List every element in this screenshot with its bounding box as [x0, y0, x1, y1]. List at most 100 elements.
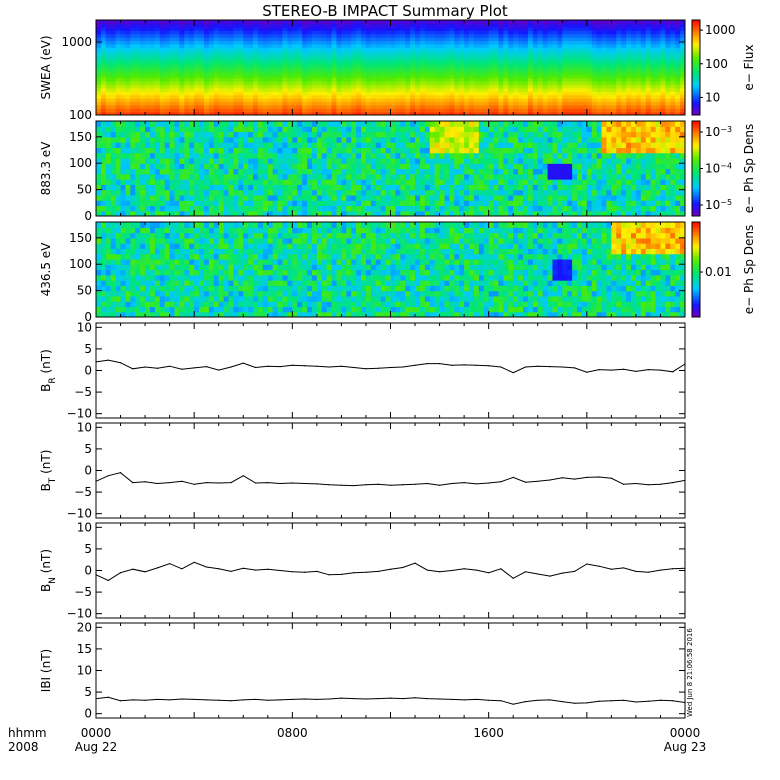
- spectrogram-cell: [508, 77, 514, 82]
- spectrogram-cell: [228, 91, 235, 96]
- spectrogram-cell: [96, 57, 102, 62]
- spectrogram-cell: [169, 173, 176, 180]
- spectrogram-cell: [439, 98, 446, 103]
- spectrogram-cell: [243, 126, 249, 133]
- spectrogram-cell: [567, 33, 573, 38]
- spectrogram-cell: [493, 30, 500, 35]
- spectrogram-cell: [184, 43, 190, 48]
- spectrogram-cell: [96, 98, 102, 103]
- spectrogram-cell: [419, 60, 426, 65]
- spectrogram-cell: [135, 23, 141, 28]
- spectrogram-cell: [562, 108, 568, 113]
- spectrogram-cell: [267, 210, 274, 216]
- spectrogram-cell: [272, 142, 279, 148]
- spectrogram-cell: [631, 47, 637, 52]
- spectrogram-cell: [341, 108, 347, 113]
- spectrogram-cell: [120, 108, 127, 113]
- spectrogram-cell: [120, 152, 127, 159]
- spectrogram-cell: [184, 26, 190, 31]
- spectrogram-cell: [243, 81, 249, 86]
- spectrogram-cell: [130, 47, 136, 52]
- spectrogram-cell: [262, 131, 269, 138]
- spectrogram-cell: [208, 194, 215, 201]
- spectrogram-cell: [611, 98, 617, 103]
- spectrogram-cell: [331, 74, 338, 79]
- spectrogram-cell: [248, 163, 254, 170]
- spectrogram-cell: [356, 67, 362, 72]
- spectrogram-cell: [302, 40, 308, 45]
- spectrogram-cell: [405, 157, 411, 164]
- spectrogram-cell: [503, 94, 509, 99]
- spectrogram-cell: [257, 205, 264, 212]
- spectrogram-cell: [527, 57, 534, 62]
- spectrogram-cell: [311, 60, 318, 65]
- spectrogram-cell: [488, 67, 495, 72]
- spectrogram-cell: [311, 87, 318, 92]
- spectrogram-cell: [449, 179, 455, 185]
- spectrogram-cell: [105, 60, 112, 65]
- spectrogram-cell: [208, 210, 215, 216]
- spectrogram-cell: [184, 108, 190, 113]
- spectrogram-cell: [346, 70, 352, 75]
- spectrogram-cell: [493, 43, 500, 48]
- spectrogram-cell: [316, 64, 323, 69]
- spectrogram-cell: [410, 147, 416, 154]
- spectrogram-cell: [257, 184, 264, 191]
- spectrogram-cell: [228, 87, 235, 92]
- spectrogram-cell: [429, 67, 436, 72]
- spectrogram-cell: [326, 131, 333, 138]
- spectrogram-cell: [218, 64, 225, 69]
- spectrogram-cell: [591, 64, 598, 69]
- spectrogram-cell: [292, 40, 298, 45]
- spectrogram-cell: [233, 40, 239, 45]
- spectrogram-cell: [390, 84, 397, 89]
- spectrogram-cell: [233, 168, 239, 175]
- spectrogram-cell: [331, 200, 338, 207]
- spectrogram-cell: [346, 194, 352, 201]
- spectrogram-cell: [385, 94, 392, 99]
- spectrogram-cell: [483, 111, 490, 115]
- spectrogram-cell: [125, 194, 131, 201]
- spectrogram-cell: [208, 84, 215, 89]
- spectrogram-cell: [429, 70, 436, 75]
- spectrogram-cell: [567, 104, 573, 109]
- spectrogram-cell: [228, 189, 235, 196]
- spectrogram-cell: [429, 200, 436, 207]
- spectrogram-cell: [174, 179, 181, 185]
- spectrogram-cell: [248, 23, 254, 28]
- spectrogram-cell: [189, 108, 195, 113]
- spectrogram-cell: [120, 98, 127, 103]
- spectrogram-cell: [248, 36, 254, 41]
- spectrogram-cell: [130, 111, 136, 115]
- spectrogram-cell: [665, 64, 671, 69]
- spectrogram-cell: [424, 26, 431, 31]
- spectrogram-cell: [429, 108, 436, 113]
- swea-colorbar: [691, 19, 701, 116]
- spectrogram-cell: [370, 67, 377, 72]
- spectrogram-cell: [400, 50, 406, 55]
- spectrogram-cell: [189, 36, 195, 41]
- spectrogram-cell: [508, 108, 514, 113]
- spectrogram-cell: [213, 179, 220, 185]
- spectrogram-cell: [429, 126, 436, 133]
- spectrogram-cell: [591, 98, 598, 103]
- spectrogram-cell: [243, 36, 249, 41]
- spectrogram-cell: [365, 67, 372, 72]
- spectrogram-cell: [385, 163, 392, 170]
- spectrogram-cell: [96, 74, 102, 79]
- spectrogram-cell: [542, 43, 549, 48]
- spectrogram-cell: [169, 53, 176, 58]
- spectrogram-cell: [223, 194, 230, 201]
- spectrogram-cell: [680, 26, 685, 31]
- spectrogram-cell: [439, 60, 446, 65]
- spectrogram-cell: [523, 98, 529, 103]
- colorbar-cell: [692, 36, 700, 40]
- spectrogram-cell: [611, 64, 617, 69]
- spectrogram-cell: [415, 91, 421, 96]
- spectrogram-cell: [140, 30, 146, 35]
- spectrogram-cell: [400, 157, 406, 164]
- spectrogram-cell: [311, 131, 318, 138]
- spectrogram-cell: [100, 101, 107, 106]
- spectrogram-cell: [208, 33, 215, 38]
- spectrogram-cell: [581, 67, 588, 72]
